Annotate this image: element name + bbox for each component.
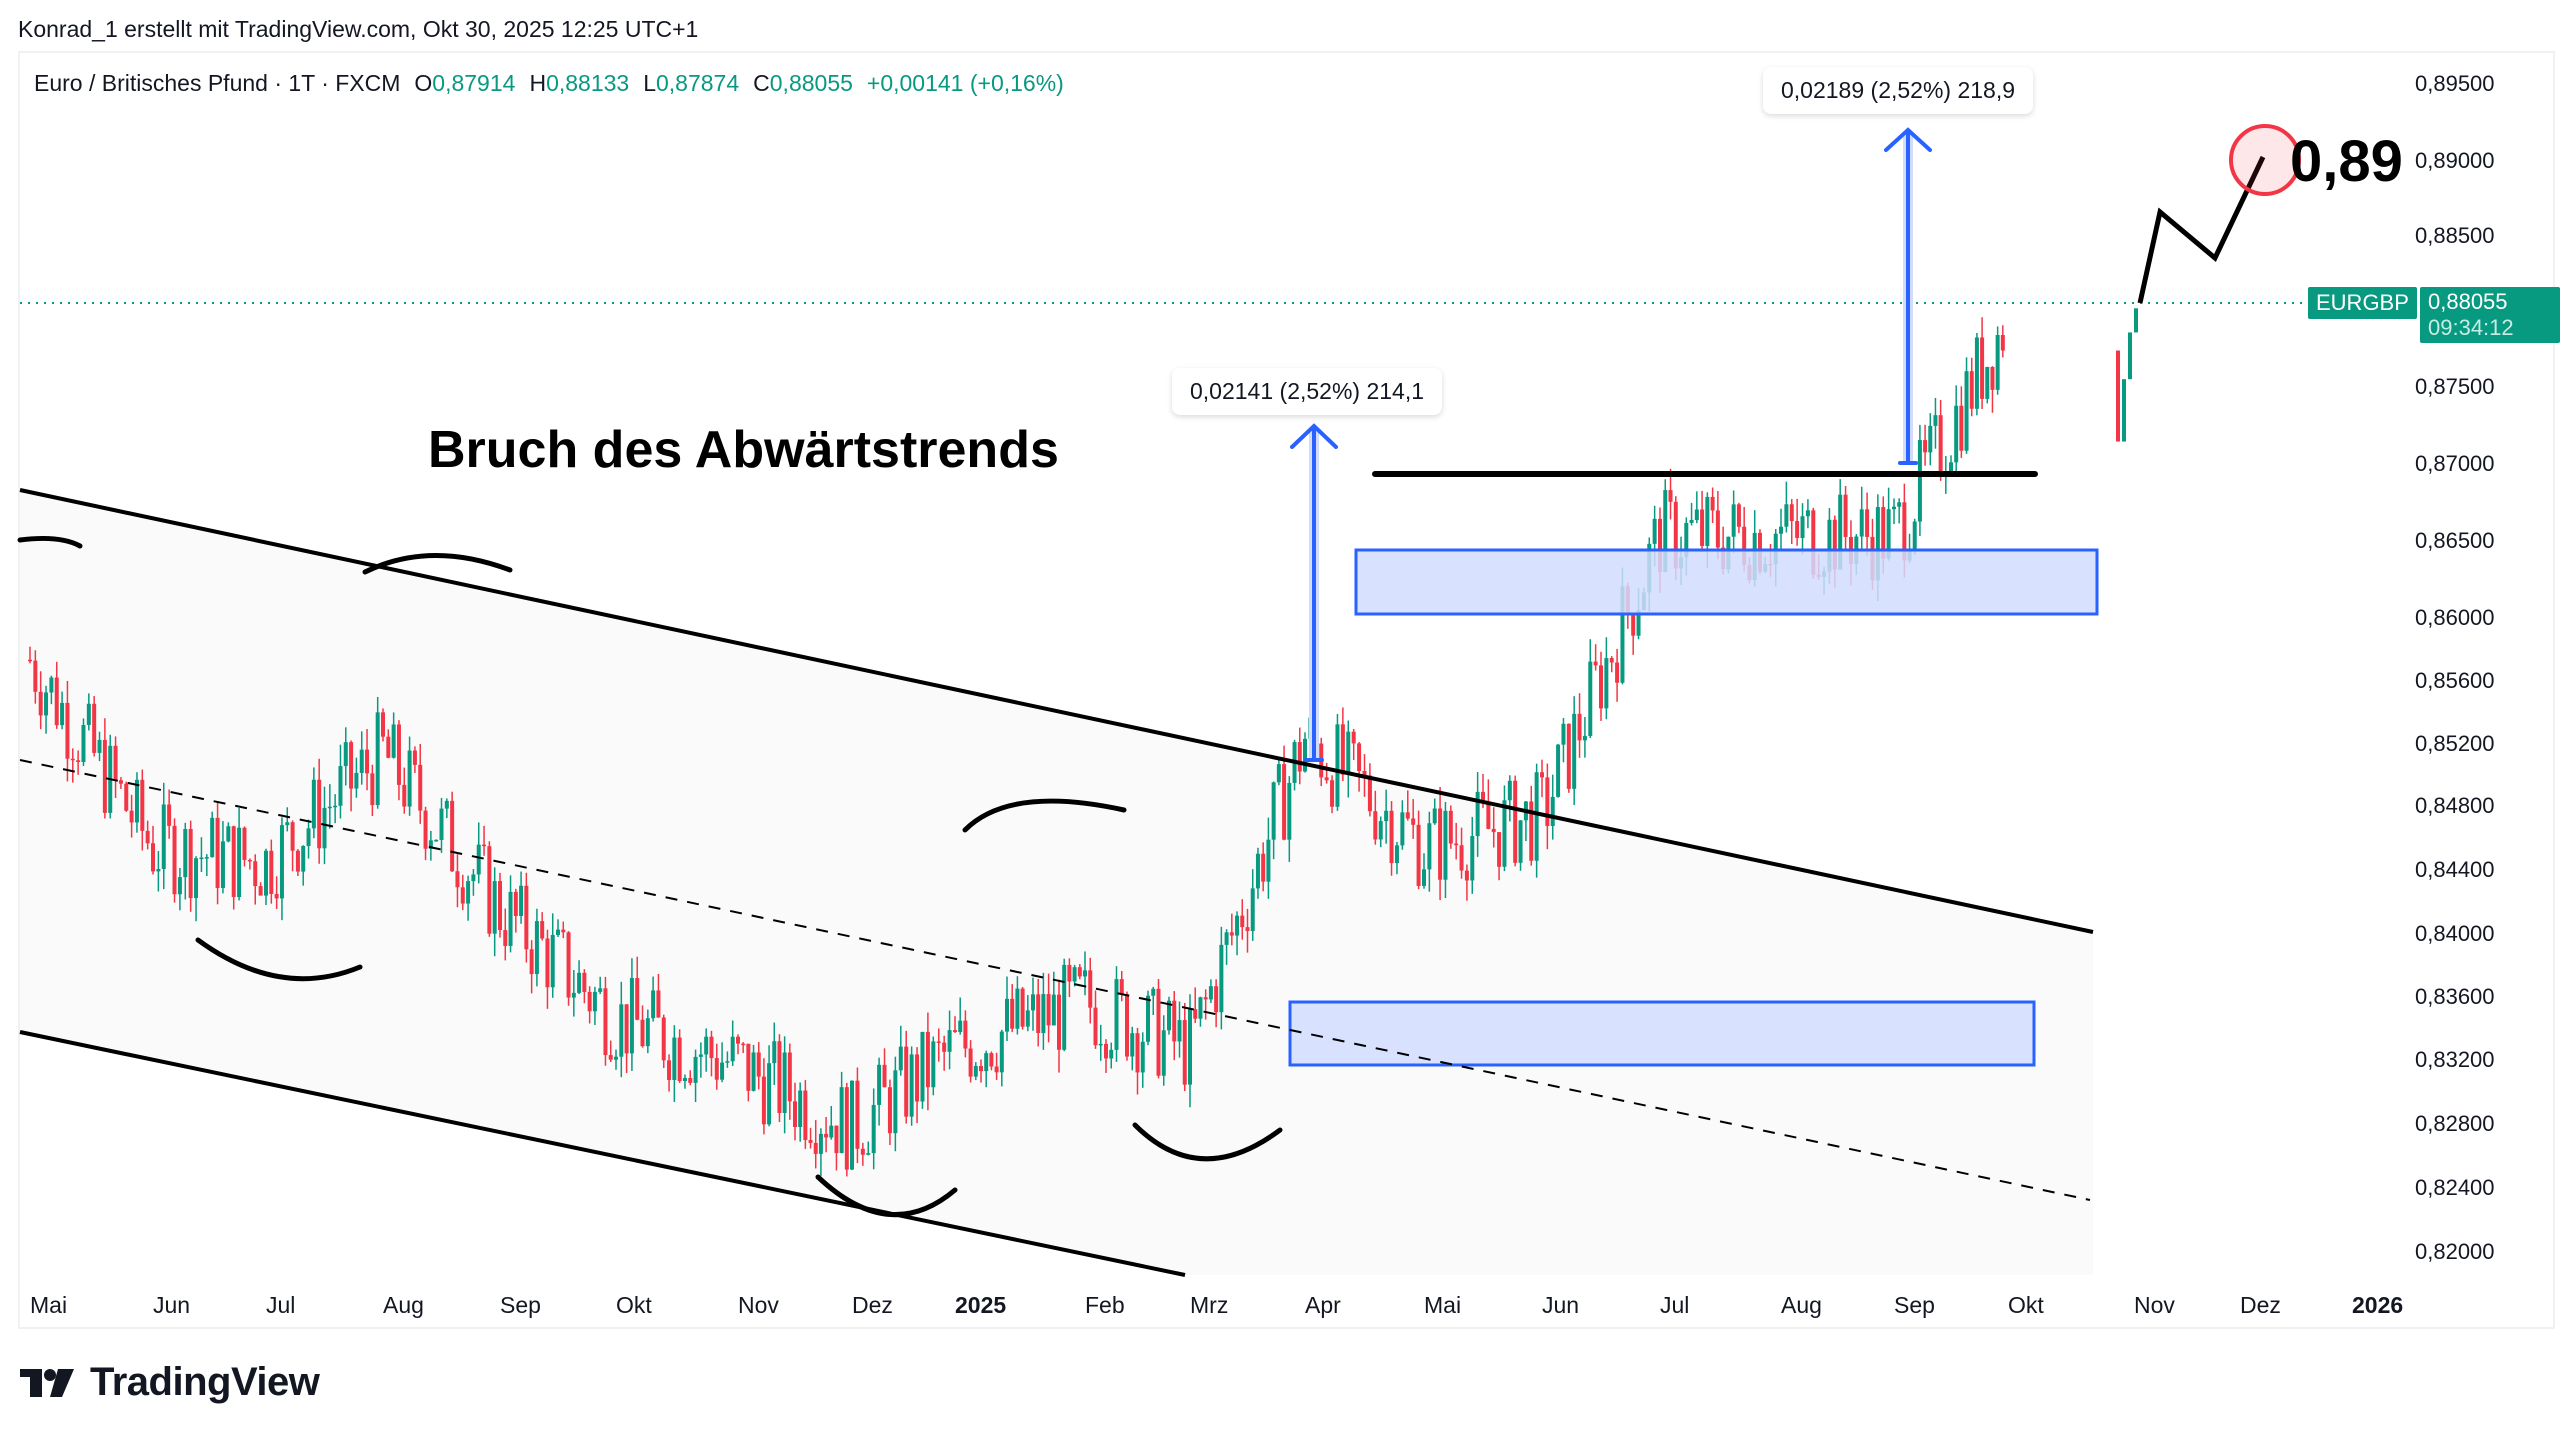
- annotation-title[interactable]: Bruch des Abwärtstrends: [428, 421, 1059, 479]
- time-tick: Nov: [2134, 1292, 2175, 1318]
- target-price-label[interactable]: 0,89: [2290, 129, 2403, 194]
- target-circle[interactable]: [2229, 124, 2301, 196]
- time-tick: Sep: [1894, 1292, 1935, 1318]
- channel-fill: [20, 490, 2093, 1275]
- price-tick: 0,84800: [2415, 793, 2495, 818]
- time-tick: Nov: [738, 1292, 779, 1318]
- low-label: L: [643, 70, 656, 96]
- time-tick: Jun: [1542, 1292, 1580, 1318]
- demand-zone-upper[interactable]: [1354, 548, 2099, 616]
- price-tick: 0,86500: [2415, 528, 2495, 553]
- tradingview-logo-text: TradingView: [90, 1360, 320, 1404]
- time-tick: Jun: [153, 1292, 191, 1318]
- measure-arrow-2[interactable]: [1884, 127, 1932, 465]
- close-value: 0,88055: [769, 70, 853, 96]
- time-tick: Mrz: [1190, 1292, 1229, 1318]
- time-tick: Dez: [852, 1292, 893, 1318]
- channel-midline[interactable]: [19, 759, 2091, 1201]
- low-value: 0,87874: [656, 70, 740, 96]
- last-price-tag: 0,88055 09:34:12: [2420, 287, 2560, 343]
- channel-lower-line[interactable]: [19, 1030, 1186, 1277]
- time-tick: 2026: [2352, 1292, 2404, 1318]
- channel-upper-line[interactable]: [19, 488, 2094, 934]
- swing-arc-low-3: [1132, 1122, 1283, 1162]
- price-tick: 0,89500: [2415, 71, 2495, 96]
- swing-markers: [17, 536, 1283, 1218]
- close-label: C: [753, 70, 770, 96]
- time-tick: Mai: [30, 1292, 68, 1318]
- open-label: O: [414, 70, 433, 96]
- time-tick: Mai: [1424, 1292, 1462, 1318]
- swing-arc-high-3: [962, 798, 1127, 833]
- time-tick: Aug: [383, 1292, 424, 1318]
- time-tick: Sep: [500, 1292, 541, 1318]
- price-tick: 0,84400: [2415, 857, 2495, 882]
- projection-path[interactable]: [2137, 155, 2266, 304]
- time-tick: Feb: [1085, 1292, 1125, 1318]
- swing-arc-low-2: [815, 1174, 958, 1218]
- price-tick: 0,89000: [2415, 148, 2495, 173]
- last-price-value: 0,88055: [2428, 289, 2508, 314]
- time-tick: Apr: [1305, 1292, 1341, 1318]
- time-tick: Aug: [1781, 1292, 1822, 1318]
- high-value: 0,88133: [546, 70, 630, 96]
- chart-legend: Euro / Britisches Pfund · 1T · FXCM O0,87…: [34, 70, 1078, 97]
- price-tick: 0,83200: [2415, 1047, 2495, 1072]
- chart-caption: Konrad_1 erstellt mit TradingView.com, O…: [18, 16, 699, 42]
- measure-arrow-1[interactable]: [1290, 423, 1338, 762]
- time-tick: Dez: [2240, 1292, 2281, 1318]
- price-tick: 0,82400: [2415, 1175, 2495, 1200]
- measure-label-1[interactable]: 0,02141 (2,52%) 214,1: [1172, 368, 1443, 415]
- price-tick: 0,85600: [2415, 668, 2495, 693]
- price-tick: 0,87500: [2415, 374, 2495, 399]
- time-tick: 2025: [955, 1292, 1007, 1318]
- change-value: +0,00141 (+0,16%): [866, 70, 1064, 96]
- symbol-description[interactable]: Euro / Britisches Pfund · 1T · FXCM: [34, 70, 401, 96]
- price-tick: 0,82800: [2415, 1111, 2495, 1136]
- price-tick: 0,88500: [2415, 223, 2495, 248]
- demand-zone-lower[interactable]: [1288, 1000, 2036, 1067]
- time-tick: Jul: [266, 1292, 296, 1318]
- candlestick-series: [28, 308, 2138, 1177]
- time-tick: Okt: [616, 1292, 652, 1318]
- tradingview-logo-icon: [20, 1368, 74, 1397]
- tradingview-logo[interactable]: TradingView: [20, 1360, 320, 1405]
- price-tick: 0,86000: [2415, 605, 2495, 630]
- symbol-price-tag: EURGBP: [2308, 287, 2417, 319]
- swing-arc-low-1: [195, 937, 363, 982]
- swing-arc-high-2: [362, 553, 513, 575]
- price-tick: 0,87000: [2415, 451, 2495, 476]
- price-tick: 0,83600: [2415, 984, 2495, 1009]
- time-tick: Jul: [1660, 1292, 1690, 1318]
- time-tick: Okt: [2008, 1292, 2044, 1318]
- swing-arc-high-1: [17, 536, 83, 549]
- price-tick: 0,84000: [2415, 921, 2495, 946]
- open-value: 0,87914: [432, 70, 516, 96]
- measure-label-2[interactable]: 0,02189 (2,52%) 218,9: [1763, 67, 2034, 114]
- price-tick: 0,82000: [2415, 1239, 2495, 1264]
- high-label: H: [529, 70, 547, 96]
- bar-countdown: 09:34:12: [2428, 315, 2514, 340]
- price-tick: 0,85200: [2415, 731, 2495, 756]
